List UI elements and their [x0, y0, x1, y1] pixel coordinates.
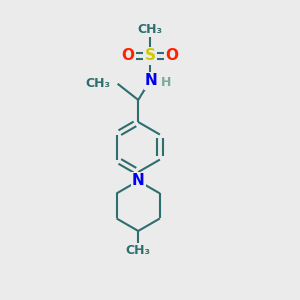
Text: CH₃: CH₃	[126, 244, 151, 257]
Text: CH₃: CH₃	[85, 77, 110, 90]
Text: O: O	[122, 48, 134, 63]
Text: CH₃: CH₃	[137, 23, 163, 36]
Text: N: N	[132, 173, 145, 188]
Text: O: O	[166, 48, 178, 63]
Text: N: N	[145, 73, 158, 88]
Text: S: S	[145, 48, 155, 63]
Text: H: H	[161, 76, 171, 89]
